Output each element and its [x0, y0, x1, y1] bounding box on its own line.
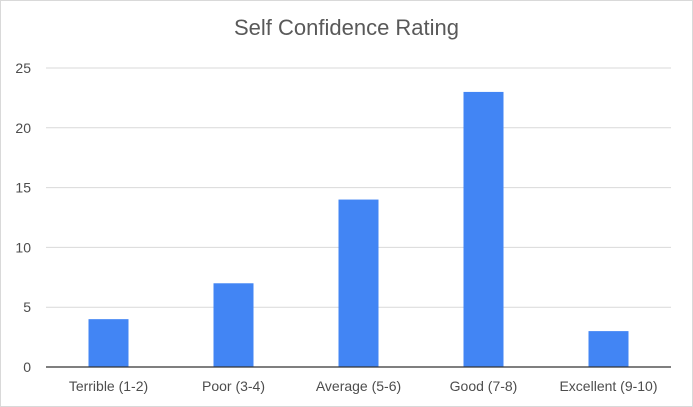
y-tick-label: 20 [15, 120, 31, 136]
bar [338, 199, 379, 367]
bar [213, 283, 254, 367]
y-tick-label: 10 [15, 239, 31, 255]
bar [588, 331, 629, 367]
x-tick-label: Poor (3-4) [202, 378, 265, 394]
x-tick-label: Excellent (9-10) [559, 378, 657, 394]
x-tick-label: Good (7-8) [450, 378, 518, 394]
y-tick-label: 0 [23, 359, 31, 375]
chart-title: Self Confidence Rating [233, 15, 460, 40]
bar [463, 91, 504, 368]
y-tick-label: 15 [15, 180, 31, 196]
x-tick-label: Average (5-6) [316, 378, 401, 394]
y-tick-label: 5 [23, 299, 31, 315]
bar [88, 319, 129, 367]
x-tick-label: Terrible (1-2) [69, 378, 148, 394]
y-tick-label: 25 [15, 60, 31, 76]
